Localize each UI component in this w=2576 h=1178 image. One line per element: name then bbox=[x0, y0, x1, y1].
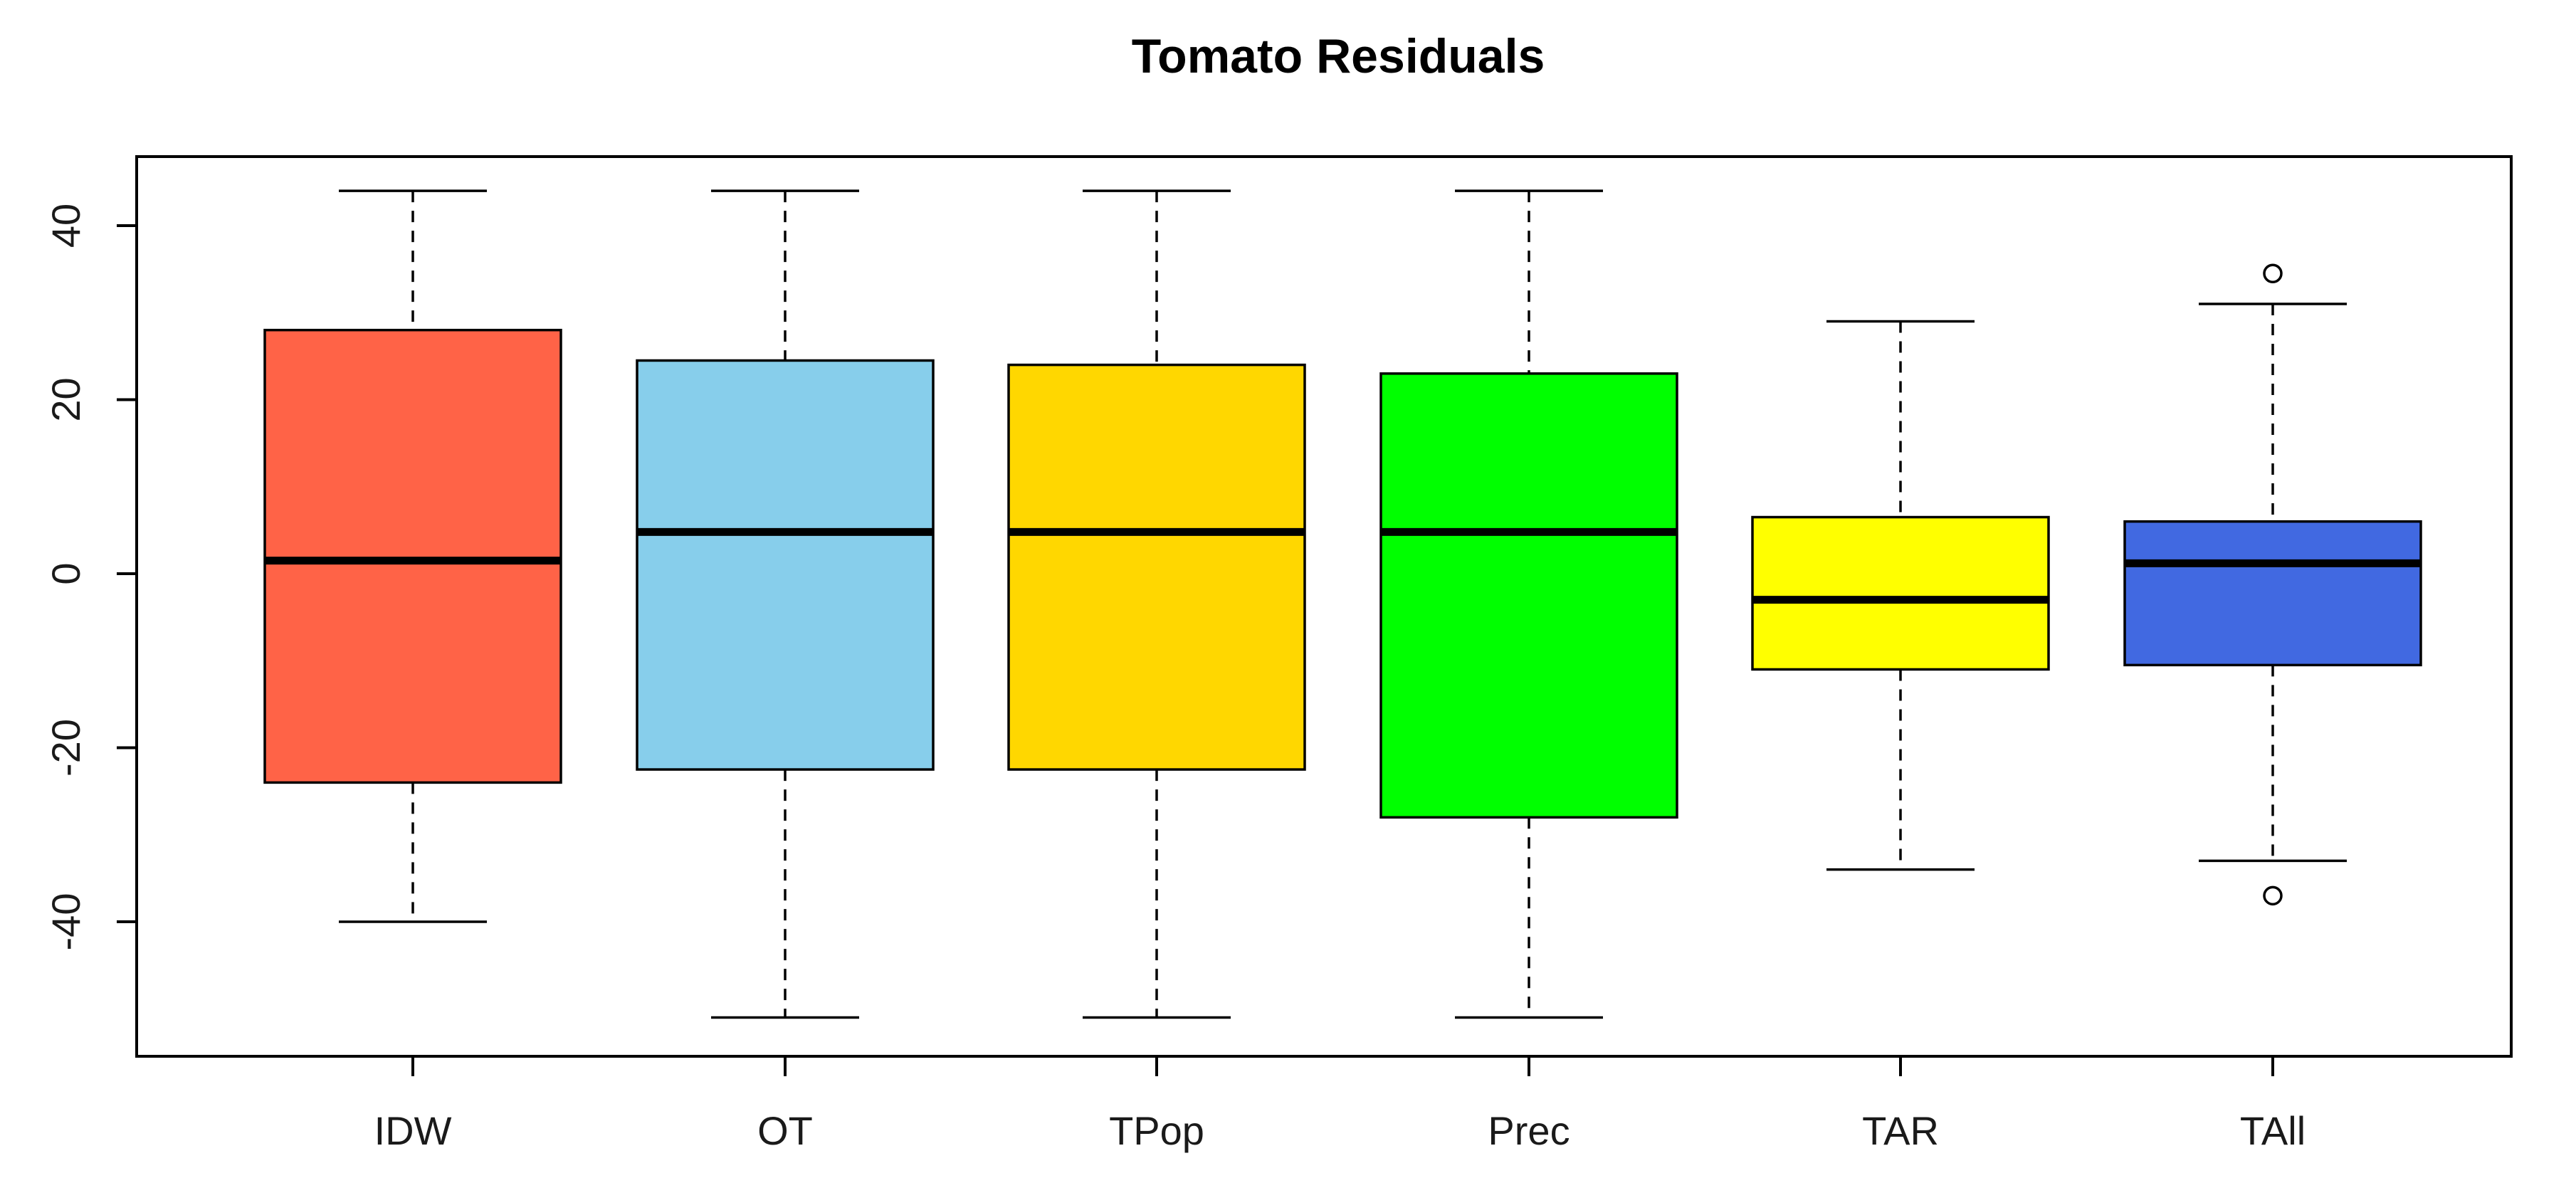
iqr-box bbox=[1007, 363, 1306, 771]
iqr-box bbox=[1751, 515, 2050, 671]
y-tick-label: -20 bbox=[43, 719, 88, 777]
y-tick-label: 20 bbox=[43, 377, 88, 421]
y-axis: -40 -20 0 20 40 bbox=[43, 204, 137, 951]
iqr-box bbox=[263, 328, 562, 784]
box-tpop bbox=[1007, 189, 1306, 1019]
x-axis: IDW OT TPop Prec TAR TAll bbox=[374, 1056, 2306, 1153]
plot-frame bbox=[135, 155, 2513, 1058]
box-idw bbox=[263, 189, 562, 923]
x-tick-label: IDW bbox=[374, 1108, 452, 1153]
iqr-box bbox=[636, 359, 935, 771]
x-tick-label: TAll bbox=[2240, 1108, 2306, 1153]
outlier-point bbox=[2263, 885, 2283, 906]
y-tick-label: 40 bbox=[43, 204, 88, 248]
x-tick-label: TPop bbox=[1109, 1108, 1204, 1153]
y-tick-label: 0 bbox=[43, 562, 88, 584]
x-tick-label: Prec bbox=[1488, 1108, 1570, 1153]
boxes-group bbox=[263, 189, 2422, 1019]
x-tick-label: OT bbox=[757, 1108, 813, 1153]
box-prec bbox=[1379, 189, 1678, 1019]
y-tick-label: -40 bbox=[43, 893, 88, 951]
x-tick-label: TAR bbox=[1862, 1108, 1939, 1153]
box-tar bbox=[1751, 320, 2050, 871]
box-ot bbox=[636, 189, 935, 1019]
box-tall bbox=[2123, 263, 2422, 906]
iqr-box bbox=[1379, 372, 1678, 819]
outlier-point bbox=[2263, 263, 2283, 283]
chart-title: Tomato Residuals bbox=[1132, 29, 1545, 83]
iqr-box bbox=[2123, 520, 2422, 667]
